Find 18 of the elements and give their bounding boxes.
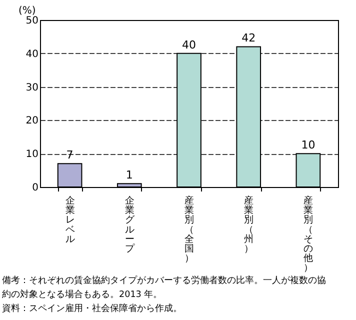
x-tick-label: 産業別（全国） xyxy=(184,194,194,264)
x-tick-label: 企業グループ xyxy=(124,194,136,254)
data-label: 1 xyxy=(126,168,133,182)
x-tick-label: 企業レベル xyxy=(65,194,76,245)
text: 備考：それぞれの賃金協約タイプがカバーする労働者数の比率。一人が複数の協約の対象となる場合もある。2013 年。 xyxy=(2,275,326,300)
y-tick-label: 40 xyxy=(26,48,38,60)
y-tick-label: 20 xyxy=(26,116,38,127)
data-label: 10 xyxy=(301,138,316,152)
data-label: 40 xyxy=(182,38,196,52)
y-tick-label: 30 xyxy=(26,82,38,94)
y-tick-label: 0 xyxy=(32,182,38,194)
y-tick-label: 50 xyxy=(26,16,38,26)
y-axis-title: (%) xyxy=(18,6,36,16)
x-tick-label: 産業別（州） xyxy=(244,194,254,254)
data-label: 42 xyxy=(242,32,256,45)
x-tick-label: 産業別（その他） xyxy=(304,194,314,274)
y-tick-label: 10 xyxy=(26,149,38,160)
text: 資料：スペイン雇用・社会保障省から作成。 xyxy=(2,303,182,314)
